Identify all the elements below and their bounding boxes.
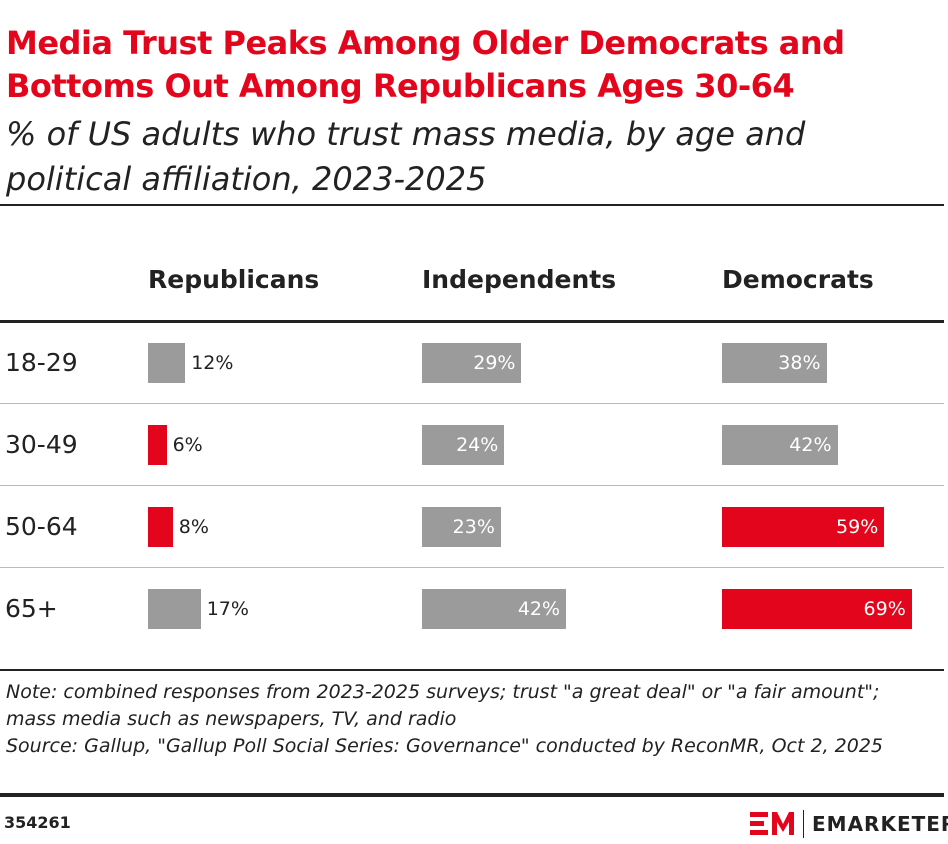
row-separator: [0, 485, 944, 486]
bar: [148, 507, 173, 547]
logo-divider: [803, 810, 804, 838]
value-label: 17%: [206, 598, 249, 620]
chart-subtitle: % of US adults who trust mass media, by …: [6, 115, 806, 198]
logo-mark: [750, 812, 794, 835]
column-header: Republicans: [148, 265, 320, 294]
value-label: 23%: [452, 516, 495, 538]
bar: [148, 343, 186, 383]
value-label: 6%: [172, 434, 203, 456]
row-label: 50-64: [5, 512, 78, 541]
value-label: 59%: [836, 516, 879, 538]
chart-id: 354261: [4, 813, 71, 832]
bar: [422, 507, 501, 547]
value-label: 12%: [191, 352, 234, 374]
row-separator: [0, 403, 944, 404]
rule: [0, 793, 944, 797]
value-label: 8%: [178, 516, 209, 538]
bar: [422, 343, 522, 383]
rule: [0, 204, 944, 206]
bar: [148, 425, 167, 465]
value-label: 69%: [863, 598, 906, 620]
value-label: 42%: [789, 434, 832, 456]
row-separator: [0, 567, 944, 568]
bar: [722, 589, 912, 629]
rule: [0, 320, 944, 323]
row-label: 30-49: [5, 430, 78, 459]
bar: [422, 589, 567, 629]
row-label: 18-29: [5, 348, 78, 377]
column-header: Independents: [422, 265, 617, 294]
value-label: 38%: [778, 352, 821, 374]
bar: [148, 589, 201, 629]
value-label: 29%: [473, 352, 516, 374]
column-header: Democrats: [722, 265, 874, 294]
brand: EMARKETER: [812, 812, 948, 836]
value-label: 24%: [456, 434, 499, 456]
chart-title: Media Trust Peaks Among Older Democrats …: [6, 24, 845, 105]
rule: [0, 669, 944, 671]
bar: [422, 425, 505, 465]
row-label: 65+: [5, 594, 58, 623]
bar: [722, 507, 885, 547]
source: Source: Gallup, "Gallup Poll Social Seri…: [6, 735, 884, 757]
bar: [722, 425, 838, 465]
bar: [722, 343, 827, 383]
note: Note: combined responses from 2023-2025 …: [6, 681, 880, 730]
value-label: 42%: [517, 598, 561, 620]
